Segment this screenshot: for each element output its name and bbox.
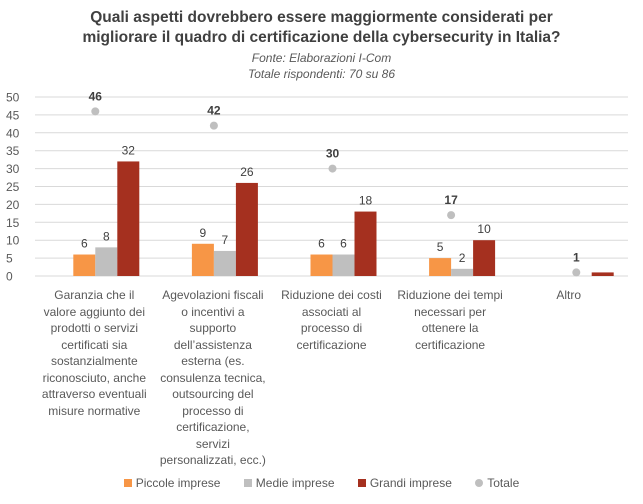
chart-title-line-2: migliorare il quadro di certificazione d… (82, 29, 561, 46)
x-category-label-line: consulenza tecnica, (160, 370, 266, 385)
x-category-label-line: esterna (es. (181, 354, 245, 368)
x-category-label: Altro (504, 287, 634, 304)
x-category-label-line: prodotti o servizi (50, 321, 138, 335)
x-category-label-line: dell’assistenza (173, 337, 252, 352)
data-label: 6 (318, 237, 325, 251)
bar (117, 161, 140, 276)
bar (73, 254, 96, 276)
y-tick-label: 45 (6, 108, 20, 122)
bar (191, 243, 214, 276)
x-category-label-line: certificati sia (61, 337, 128, 352)
bar (591, 272, 614, 276)
x-category-label-line: supporto (189, 321, 237, 335)
total-label: 1 (573, 250, 580, 264)
x-category-label-line: Riduzione dei costi (281, 288, 382, 302)
x-category-label: Riduzione dei costi associati al processo … (267, 287, 397, 353)
bar (429, 258, 452, 276)
data-label: 10 (477, 222, 491, 236)
total-dot (447, 211, 456, 220)
bar (235, 182, 258, 276)
x-category-label-line: certificazione (415, 337, 486, 352)
x-category-label-line: servizi (195, 436, 230, 451)
total-label: 30 (326, 147, 340, 161)
x-category-label-line: processo di (182, 403, 244, 418)
x-category-label-line: ottenere la (421, 321, 479, 335)
total-label: 42 (207, 104, 221, 118)
legend-label-piccole: Piccole imprese (135, 476, 221, 490)
data-label: 7 (222, 233, 229, 247)
x-category-label-line: misure normative (48, 403, 141, 418)
bar (451, 268, 474, 276)
y-tick-label: 25 (6, 180, 20, 194)
legend-item-totale: Totale (475, 476, 519, 490)
y-tick-label: 20 (6, 198, 20, 212)
data-label: 6 (340, 237, 347, 251)
x-category-label-line: processo di (300, 321, 363, 335)
legend-swatch-totale (475, 479, 484, 487)
x-category-label-line: associati al (301, 304, 362, 319)
x-category-label: Agevolazioni fiscali o incentivi a support… (148, 287, 278, 469)
data-label: 26 (240, 165, 254, 179)
total-dot (328, 164, 337, 173)
x-category-label-line: certificazione, (176, 420, 250, 434)
legend-item-medie: Medie imprese (243, 476, 335, 490)
x-category-label-line: personalizzati, ecc.) (159, 453, 266, 467)
total-label: 17 (444, 193, 458, 207)
legend: Piccole imprese Medie imprese Grandi imp… (0, 476, 643, 490)
bar (332, 254, 355, 276)
bar (354, 211, 377, 276)
legend-label-medie: Medie imprese (255, 476, 335, 490)
legend-label-grandi: Grandi imprese (369, 476, 452, 490)
legend-label-totale: Totale (487, 476, 520, 490)
y-tick-label: 10 (6, 234, 20, 248)
legend-swatch-medie (243, 479, 252, 487)
x-category-label: Garanzia che il valore aggiunto dei prodot… (29, 287, 159, 419)
chart-source: Fonte: Elaborazioni I-Com (251, 51, 392, 65)
x-category-label-line: certificazione (296, 337, 367, 352)
x-category-label-line: sostanzialmente (50, 354, 138, 368)
y-tick-label: 0 (6, 270, 13, 284)
chart-title: Quali aspetti dovrebbero essere maggiorm… (0, 8, 643, 48)
data-label: 5 (437, 240, 444, 254)
chart-respondents: Totale rispondenti: 70 su 86 (248, 67, 395, 81)
data-label: 2 (459, 251, 466, 265)
x-category-label-line: Altro (556, 288, 582, 302)
total-label: 46 (89, 89, 103, 103)
x-category-label: Riduzione dei tempi necessari per ottenere… (385, 287, 515, 353)
x-category-label-line: attraverso eventuali (41, 387, 147, 401)
x-category-label-line: Riduzione dei tempi (397, 288, 503, 302)
y-tick-label: 35 (6, 144, 20, 158)
data-label: 6 (81, 237, 88, 251)
x-category-label-line: Agevolazioni fiscali (162, 288, 264, 302)
x-category-label-line: riconosciuto, anche (42, 370, 146, 385)
x-category-label-line: valore aggiunto dei (43, 304, 145, 319)
bar (310, 254, 333, 276)
data-label: 18 (359, 194, 373, 208)
x-category-label-line: outsourcing del (172, 387, 254, 401)
bar (95, 247, 118, 276)
x-category-label-line: o incentivi a (181, 304, 245, 319)
y-tick-label: 50 (6, 91, 20, 105)
total-dot (91, 107, 100, 116)
bar (213, 250, 236, 276)
y-tick-label: 15 (6, 216, 20, 230)
y-tick-label: 40 (6, 126, 20, 140)
x-category-label-line: Garanzia che il (54, 288, 135, 302)
data-label: 32 (122, 143, 136, 157)
legend-item-grandi: Grandi imprese (357, 476, 452, 490)
legend-swatch-piccole (123, 479, 132, 487)
total-dot (209, 121, 218, 130)
chart-title-line-1: Quali aspetti dovrebbero essere maggiorm… (90, 9, 553, 26)
total-dot (572, 268, 581, 277)
y-tick-label: 30 (6, 162, 20, 176)
y-tick-label: 5 (6, 252, 13, 266)
legend-swatch-grandi (357, 479, 366, 487)
legend-item-piccole: Piccole imprese (123, 476, 221, 490)
x-category-label-line: necessari per (414, 304, 487, 319)
data-label: 8 (103, 229, 110, 243)
bar (473, 240, 496, 276)
data-label: 9 (200, 226, 207, 240)
